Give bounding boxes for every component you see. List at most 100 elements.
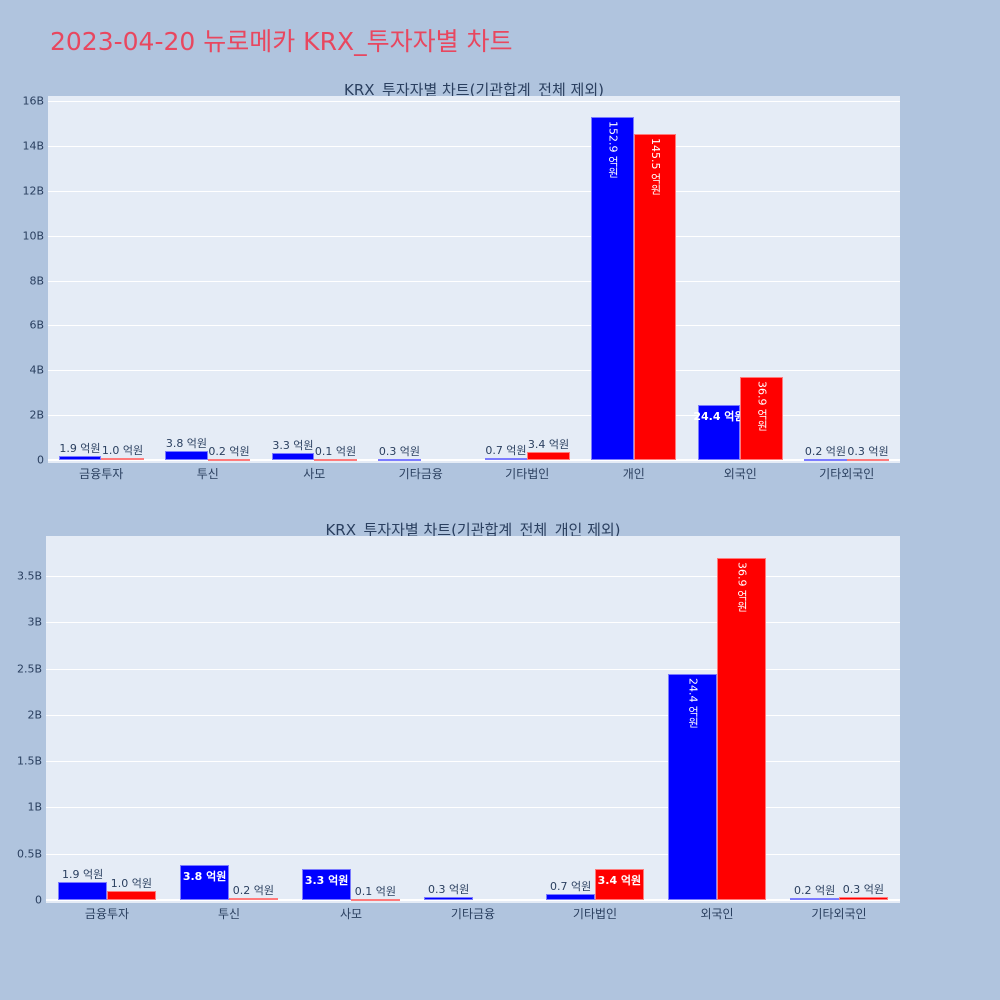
bar-value-label: 0.3 억원 [842, 883, 885, 897]
gridline [48, 190, 900, 192]
bar-value-label: 3.3 억원 [272, 438, 314, 452]
bar-red[interactable] [101, 457, 144, 460]
y-tick-label: 2B [27, 708, 42, 722]
bar-value-label: 0.2 억원 [232, 884, 275, 898]
gridline [46, 853, 900, 855]
bar-value-label: 36.9 억원 [735, 562, 749, 613]
gridline [46, 668, 900, 670]
x-tick-label: 금융투자 [84, 907, 130, 921]
bar-value-label: 24.4 억원 [686, 678, 700, 729]
plot-area [46, 536, 900, 903]
x-tick-label: 투신 [217, 907, 241, 921]
gridline [46, 899, 900, 901]
bar-blue[interactable] [165, 451, 208, 460]
y-tick-label: 10B [22, 229, 44, 243]
bar-value-label: 145.5 억원 [649, 137, 663, 195]
y-tick-label: 1B [27, 800, 42, 814]
gridline [48, 235, 900, 237]
x-tick-label: 기타외국인 [811, 907, 867, 921]
bar-blue[interactable] [668, 674, 717, 900]
bar-red[interactable] [740, 377, 783, 460]
bar-value-label: 1.0 억원 [101, 443, 144, 457]
bar-value-label: 0.1 억원 [314, 444, 357, 458]
bar-blue[interactable] [424, 897, 473, 900]
bar-value-label: 3.3 억원 [304, 874, 349, 888]
bar-blue[interactable] [804, 458, 847, 461]
bar-red[interactable] [846, 458, 890, 461]
x-tick-label: 기타외국인 [819, 467, 875, 481]
bar-blue[interactable] [180, 864, 229, 900]
gridline [48, 145, 900, 147]
gridline [46, 714, 900, 716]
bar-blue[interactable] [484, 458, 528, 461]
y-tick-label: 16B [22, 94, 44, 108]
bar-blue[interactable] [271, 452, 315, 460]
bar-value-label: 0.3 억원 [847, 444, 889, 458]
bar-red[interactable] [314, 458, 357, 461]
bar-blue[interactable] [302, 869, 351, 900]
bar-value-label: 3.4 억원 [527, 438, 570, 452]
bar-blue[interactable] [58, 455, 102, 460]
bar-blue[interactable] [697, 405, 741, 460]
x-tick-label: 외국인 [700, 907, 734, 921]
bar-value-label: 1.9 억원 [59, 441, 101, 455]
y-tick-label: 3.5B [16, 569, 42, 583]
bar-red[interactable] [839, 897, 888, 900]
bar-value-label: 0.7 억원 [549, 879, 592, 893]
bar-value-label: 0.3 억원 [427, 883, 470, 897]
bar-value-label: 0.2 억원 [793, 884, 836, 898]
x-tick-label: 개인 [622, 467, 645, 481]
gridline [46, 576, 900, 577]
x-tick-label: 기타금융 [450, 907, 496, 921]
gridline [46, 622, 900, 624]
x-tick-label: 사모 [339, 907, 363, 921]
y-tick-label: 6B [29, 318, 44, 332]
bar-blue[interactable] [546, 893, 595, 900]
gridline [48, 280, 900, 282]
bar-value-label: 1.9 억원 [61, 868, 104, 882]
gridline [48, 459, 900, 461]
x-tick-label: 기타법인 [505, 467, 550, 481]
y-tick-label: 0 [35, 893, 42, 907]
bar-value-label: 36.9 억원 [755, 381, 769, 432]
bar-red[interactable] [107, 890, 156, 900]
x-tick-label: 기타금융 [398, 467, 443, 481]
y-tick-label: 0 [37, 453, 44, 467]
x-tick-label: 기타법인 [572, 907, 618, 921]
gridline [48, 415, 900, 417]
x-tick-label: 금융투자 [79, 467, 124, 481]
bar-value-label: 0.3 억원 [378, 444, 421, 458]
bar-value-label: 3.8 억원 [165, 437, 208, 451]
bar-red[interactable] [351, 898, 400, 901]
y-tick-label: 12B [22, 184, 44, 198]
y-tick-label: 8B [29, 274, 44, 287]
bar-red[interactable] [595, 868, 644, 900]
bar-value-label: 0.2 억원 [208, 444, 250, 458]
bar-red[interactable] [207, 458, 251, 461]
chart-title: KRX_투자자별 차트(기관합계_전체_개인 제외) [325, 521, 621, 539]
x-tick-label: 투신 [196, 467, 219, 481]
gridline [46, 807, 900, 809]
bar-red[interactable] [633, 133, 677, 460]
bar-value-label: 152.9 억원 [606, 120, 620, 178]
bar-value-label: 0.7 억원 [485, 444, 527, 458]
bar-blue[interactable] [58, 882, 107, 900]
bar-value-label: 0.2 억원 [804, 444, 847, 458]
y-tick-label: 2.5B [16, 662, 42, 676]
y-tick-label: 3B [27, 615, 42, 629]
bar-blue[interactable] [378, 458, 421, 461]
chart-title: KRX_투자자별 차트(기관합계_전체 제외) [344, 81, 604, 99]
bar-red[interactable] [229, 898, 278, 901]
bar-red[interactable] [717, 558, 766, 900]
bar-red[interactable] [527, 452, 570, 460]
x-tick-label: 외국인 [723, 467, 757, 481]
x-tick-label: 사모 [303, 467, 326, 481]
y-tick-label: 1.5B [16, 754, 42, 768]
bar-value-label: 1.0 억원 [110, 876, 153, 890]
bar-blue[interactable] [591, 116, 634, 460]
bar-value-label: 24.4 억원 [693, 410, 745, 424]
y-tick-label: 2B [29, 408, 44, 422]
y-tick-label: 0.5B [16, 847, 42, 861]
bar-blue[interactable] [790, 898, 839, 901]
gridline [48, 370, 900, 372]
